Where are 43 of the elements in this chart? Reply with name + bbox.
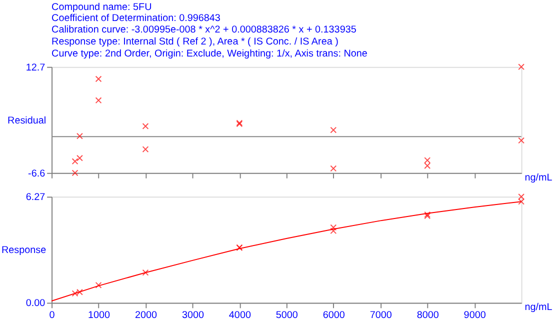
x-axis-title: ng/mL — [524, 302, 553, 314]
x-tick-label: 8000 — [416, 310, 440, 322]
point — [76, 154, 83, 162]
point — [518, 64, 525, 70]
y-axis-title: Residual — [8, 115, 46, 126]
point — [518, 193, 525, 200]
x-tick-label: 0 — [49, 310, 56, 322]
point — [95, 97, 102, 104]
y-tick-label: 12.7 — [26, 62, 46, 74]
point — [76, 132, 83, 140]
point — [424, 157, 431, 164]
point — [330, 224, 337, 231]
text: Coefficient of Determination: 0.996843 — [52, 12, 221, 24]
y-tick-label: 0.00 — [26, 298, 46, 310]
point — [142, 122, 149, 130]
x-tick-label: 3000 — [182, 310, 204, 322]
x-tick-label: 9000 — [464, 310, 486, 322]
point — [142, 146, 149, 152]
y-tick-label: -6.6 — [28, 168, 46, 180]
point — [72, 170, 78, 176]
point — [518, 137, 525, 144]
point — [72, 158, 78, 165]
y-axis-title: Response — [1, 245, 47, 256]
x-tick-label: 2000 — [134, 310, 158, 322]
y-tick-label: 6.27 — [26, 192, 46, 204]
x-tick-label: 7000 — [370, 310, 392, 322]
x-tick-label: 1000 — [88, 310, 111, 322]
text: Calibration curve: -3.00995e-008 * x^2 + 0.000883826 * x + 0.133935 — [52, 24, 357, 36]
x-axis-title: ng/mL — [524, 172, 553, 184]
point — [330, 165, 337, 172]
point — [330, 228, 337, 234]
point — [518, 198, 525, 205]
text: Response type: Internal Std ( Ref 2 ), Area * ( IS Conc. / IS Area ) — [52, 36, 338, 48]
text: Curve type: 2nd Order, Origin: Exclude, Weighting: 1/x, Axis trans: None — [52, 48, 368, 60]
point — [424, 162, 431, 169]
chart-title: Compound name: 5FU — [52, 2, 152, 13]
point — [95, 282, 102, 288]
x-tick-label: 4000 — [228, 310, 252, 322]
point — [95, 76, 102, 82]
point — [330, 126, 337, 134]
point — [142, 269, 149, 276]
x-tick-label: 6000 — [322, 310, 346, 322]
x-tick-label: 5000 — [276, 310, 298, 322]
